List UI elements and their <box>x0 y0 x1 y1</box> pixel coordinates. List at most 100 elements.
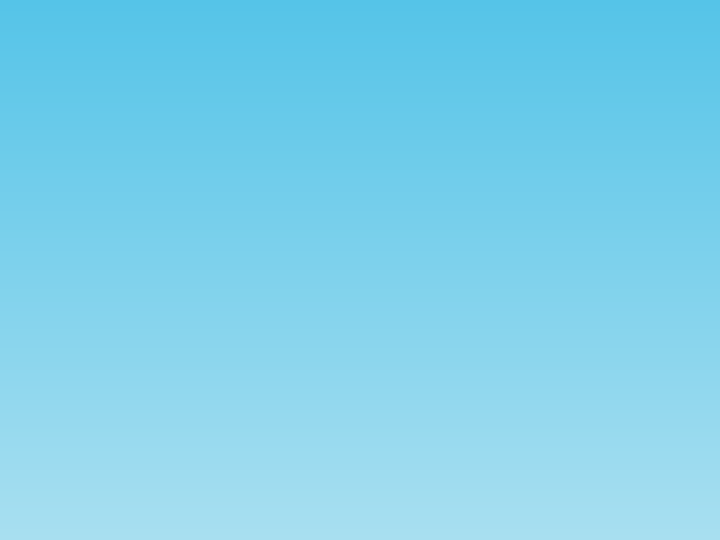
Bar <box>0 243 720 246</box>
Bar <box>0 122 720 124</box>
Bar <box>0 146 720 148</box>
Text: Is Assigned: Is Assigned <box>403 351 454 360</box>
Bar <box>0 483 720 486</box>
FancyBboxPatch shape <box>176 144 297 250</box>
Ellipse shape <box>434 365 446 376</box>
Bar <box>0 65 720 68</box>
Text: 15: 15 <box>600 451 617 464</box>
Bar <box>0 135 720 138</box>
Bar <box>0 49 720 51</box>
Bar <box>0 329 720 332</box>
Bar <box>0 381 720 383</box>
Bar <box>0 508 720 510</box>
Bar <box>0 443 720 445</box>
Bar <box>0 446 720 448</box>
Ellipse shape <box>220 274 256 313</box>
Bar <box>0 292 720 294</box>
Bar <box>0 173 720 176</box>
Bar <box>0 57 720 59</box>
Bar <box>0 148 720 151</box>
Bar <box>0 108 720 111</box>
Bar <box>0 186 720 189</box>
Bar <box>0 211 720 213</box>
Bar <box>0 19 720 22</box>
Bar <box>0 227 720 229</box>
Bar <box>0 51 720 54</box>
Bar <box>0 184 720 186</box>
Text: Checkback Date: Checkback Date <box>136 344 213 353</box>
Bar <box>0 132 720 135</box>
Bar <box>0 94 720 97</box>
Bar <box>0 502 720 505</box>
Bar <box>0 427 720 429</box>
Text: © 2011 Pearson Education: © 2011 Pearson Education <box>279 451 459 464</box>
Text: Admit Date: Admit Date <box>183 194 237 204</box>
Bar <box>0 308 720 310</box>
Bar <box>0 297 720 300</box>
Bar <box>0 270 720 273</box>
Bar <box>0 416 720 418</box>
Bar <box>0 400 720 402</box>
Text: RESPONSIBLE
PHYSICIAN: RESPONSIBLE PHYSICIAN <box>428 154 495 177</box>
Bar <box>0 338 720 340</box>
Bar <box>0 111 720 113</box>
Bar <box>0 378 720 381</box>
Bar <box>0 435 720 437</box>
Bar <box>0 356 720 359</box>
Ellipse shape <box>373 167 385 179</box>
Bar <box>0 402 720 405</box>
Bar <box>0 216 720 219</box>
Text: Figure 3-6 Examples of completeness constraints: Figure 3-6 Examples of completeness cons… <box>147 79 591 97</box>
Bar <box>0 40 720 43</box>
Bar <box>0 529 720 532</box>
Text: Date Discharged: Date Discharged <box>284 358 363 367</box>
Bar <box>0 386 720 389</box>
Bar <box>0 78 720 81</box>
Bar <box>0 138 720 140</box>
Bar <box>0 281 720 284</box>
Text: Chapter 3: Chapter 3 <box>126 451 199 464</box>
Text: OUTPATIENT: OUTPATIENT <box>159 323 219 333</box>
Bar <box>0 38 720 40</box>
Bar <box>0 513 720 516</box>
Bar <box>0 491 720 494</box>
Bar <box>0 248 720 251</box>
Bar <box>0 413 720 416</box>
Bar <box>0 230 720 232</box>
Bar <box>0 5 720 8</box>
Bar <box>0 489 720 491</box>
Bar <box>0 27 720 30</box>
Bar <box>0 100 720 103</box>
Bar <box>0 130 720 132</box>
Bar <box>0 472 720 475</box>
Bar <box>0 405 720 408</box>
Bar <box>0 259 720 262</box>
Bar <box>0 178 720 181</box>
Bar <box>0 278 720 281</box>
Bar <box>0 518 720 521</box>
Bar <box>0 86 720 89</box>
Bar <box>0 197 720 200</box>
Bar <box>0 159 720 162</box>
Bar <box>0 305 720 308</box>
Bar <box>0 221 720 224</box>
Bar <box>0 302 720 305</box>
Bar <box>0 437 720 440</box>
Bar <box>0 238 720 240</box>
Bar <box>0 464 720 467</box>
Text: a) Total specialization rule: a) Total specialization rule <box>251 99 487 117</box>
Bar <box>0 373 720 375</box>
Bar <box>0 462 720 464</box>
Bar <box>0 81 720 84</box>
Bar <box>0 516 720 518</box>
Bar <box>0 76 720 78</box>
Bar <box>0 319 720 321</box>
Bar <box>0 394 720 397</box>
Bar <box>0 43 720 46</box>
Text: Total Specialization:
a Patient has to be
either an Outpatient
or a Resident Pat: Total Specialization: a Patient has to b… <box>363 246 467 298</box>
FancyBboxPatch shape <box>337 230 493 313</box>
Bar <box>0 367 720 370</box>
FancyBboxPatch shape <box>402 148 520 231</box>
Bar <box>0 140 720 143</box>
Bar <box>0 205 720 208</box>
